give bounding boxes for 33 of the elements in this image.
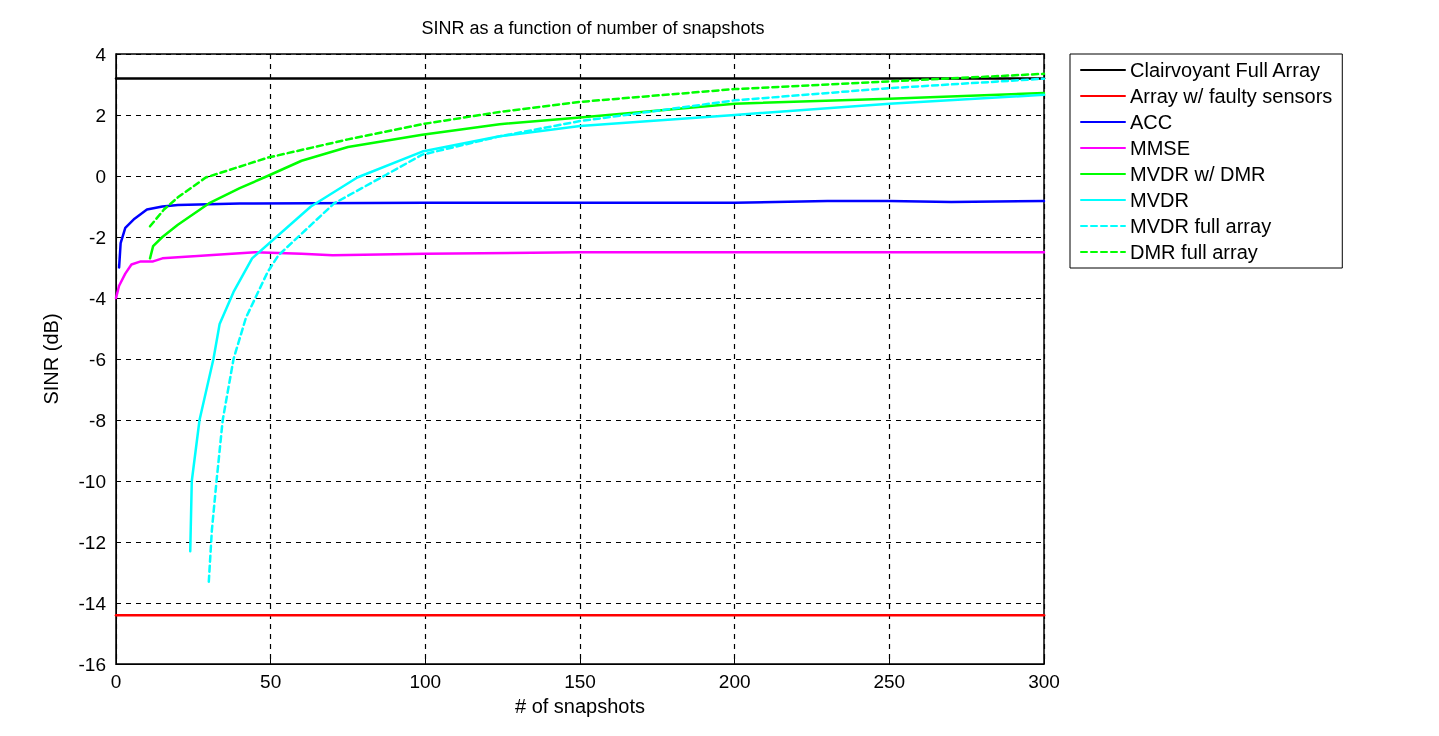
x-tick-label: 300 (1028, 671, 1060, 692)
x-tick-label: 150 (564, 671, 596, 692)
x-tick-label: 200 (718, 671, 751, 692)
legend-label: Clairvoyant Full Array (1130, 59, 1321, 81)
legend-label: MVDR w/ DMR (1130, 163, 1266, 185)
y-tick-label: -2 (89, 226, 106, 248)
legend-label: DMR full array (1130, 241, 1258, 263)
y-tick-label: -4 (89, 287, 107, 309)
chart-title: SINR as a function of number of snapshots (421, 18, 765, 38)
y-tick-label: -14 (78, 592, 107, 614)
y-tick-label: -10 (78, 470, 106, 492)
legend-label: MVDR full array (1130, 215, 1272, 237)
y-tick-label: -16 (78, 653, 106, 675)
y-tick-label: -12 (78, 531, 106, 553)
x-tick-label: 50 (260, 671, 282, 692)
legend-label: ACC (1130, 111, 1173, 133)
y-tick-label: 0 (95, 165, 106, 187)
line-series (148, 72, 1046, 228)
legend-label: Array w/ faulty sensors (1130, 85, 1333, 107)
line-series (148, 91, 1046, 260)
y-tick-label: 2 (95, 104, 106, 126)
x-tick-label: 0 (110, 671, 122, 692)
y-tick-label: 4 (95, 43, 107, 65)
y-tick-label: -6 (89, 348, 106, 370)
line-series (117, 199, 1046, 269)
line-series (114, 251, 1046, 300)
y-axis-title: SINR (dB) (40, 313, 62, 405)
x-axis-title: # of snapshots (514, 694, 646, 717)
legend-label: MMSE (1130, 137, 1190, 159)
legend-label: MVDR (1130, 189, 1189, 211)
y-tick-label: -8 (89, 409, 106, 431)
x-tick-label: 250 (873, 671, 906, 692)
x-tick-label: 100 (409, 671, 442, 692)
